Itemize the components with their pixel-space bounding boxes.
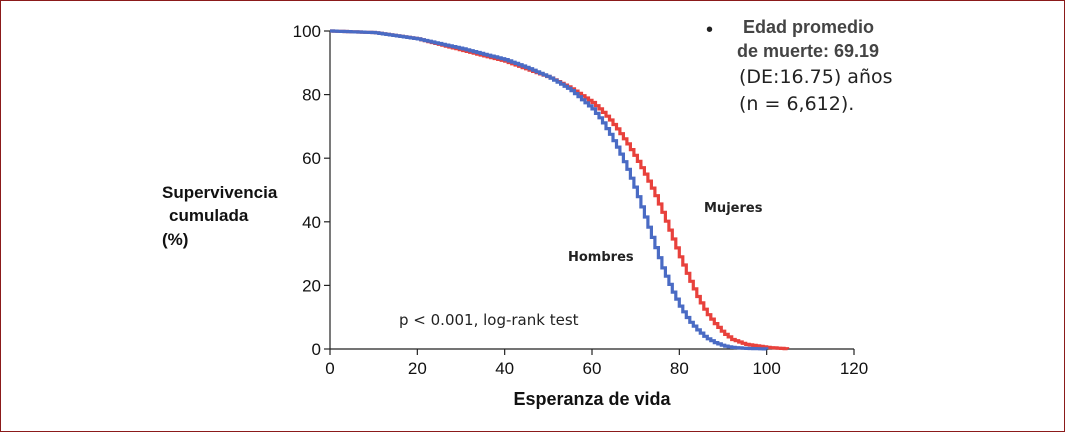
note-line-1: Edad promedio bbox=[743, 17, 875, 37]
x-tick-label: 80 bbox=[670, 359, 689, 378]
x-tick-label: 40 bbox=[495, 359, 514, 378]
x-tick-label: 100 bbox=[752, 359, 780, 378]
y-axis-label-line-2: cumulada bbox=[169, 206, 249, 225]
bullet-icon: • bbox=[706, 19, 714, 41]
y-tick-label: 60 bbox=[302, 149, 321, 168]
y-tick-label: 20 bbox=[302, 276, 321, 295]
note-line-2: de muerte: 69.19 bbox=[737, 41, 880, 61]
series-label-hombres: Hombres bbox=[568, 250, 634, 265]
note-line-3: (DE:16.75) años bbox=[739, 66, 893, 88]
y-tick-label: 40 bbox=[302, 213, 321, 232]
x-tick-label: 20 bbox=[408, 359, 427, 378]
series-line-mujeres bbox=[330, 29, 790, 351]
y-axis-label-line-3: (%) bbox=[162, 230, 188, 249]
series-label-mujeres: Mujeres bbox=[704, 201, 763, 216]
x-axis-label: Esperanza de vida bbox=[513, 389, 671, 409]
note-line-4: (n = 6,612). bbox=[739, 93, 855, 115]
x-tick-label: 120 bbox=[840, 359, 868, 378]
chart-labels: Supervivencia cumulada (%) Esperanza de … bbox=[162, 183, 763, 409]
chart-series bbox=[330, 29, 790, 351]
x-tick-label: 0 bbox=[325, 359, 334, 378]
y-tick-label: 80 bbox=[302, 86, 321, 105]
y-axis-label-line-1: Supervivencia bbox=[162, 183, 278, 202]
x-tick-label: 60 bbox=[583, 359, 602, 378]
y-tick-label: 0 bbox=[312, 340, 321, 359]
y-tick-label: 100 bbox=[293, 22, 321, 41]
series-line-hombres bbox=[330, 29, 769, 351]
p-value-annotation: p < 0.001, log-rank test bbox=[399, 311, 579, 329]
